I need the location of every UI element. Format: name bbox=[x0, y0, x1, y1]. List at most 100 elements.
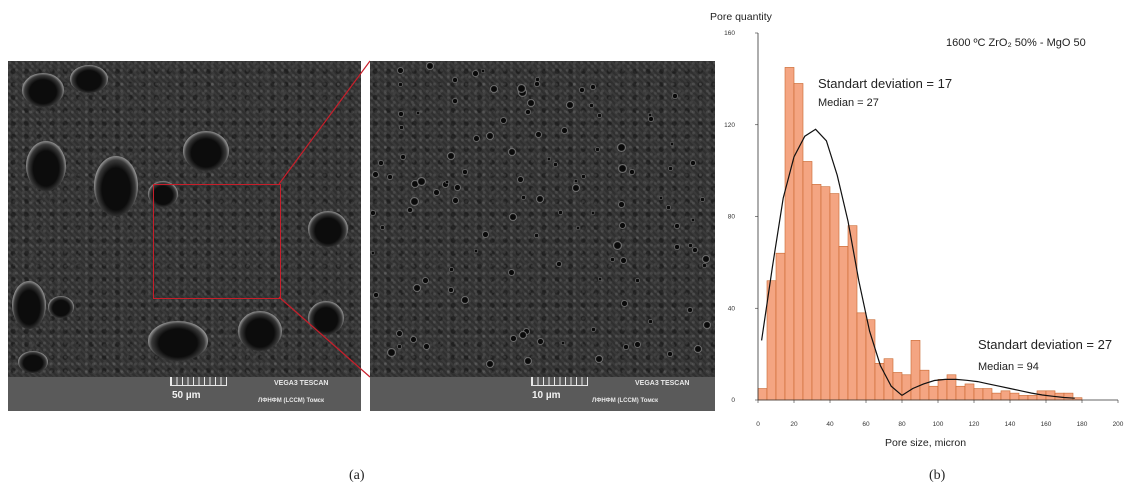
scale-bar bbox=[170, 377, 227, 386]
x-tick-label: 0 bbox=[756, 421, 760, 428]
sem-info-bar: 50 µm VEGA3 TESCAN ЛФНФМ (LCCM) Томск bbox=[8, 377, 361, 411]
pore bbox=[694, 345, 702, 353]
fit-curve bbox=[901, 378, 1075, 399]
pore bbox=[481, 69, 485, 73]
pore bbox=[574, 179, 578, 183]
histogram-bar bbox=[1009, 392, 1020, 401]
pore bbox=[378, 160, 384, 166]
pore bbox=[387, 174, 393, 180]
histogram-bar bbox=[820, 186, 831, 401]
panel-label-b: (b) bbox=[929, 468, 946, 483]
sem-texture bbox=[370, 61, 715, 377]
pore bbox=[558, 210, 563, 215]
pore bbox=[398, 111, 404, 117]
pore bbox=[474, 249, 478, 253]
histogram-bar bbox=[757, 388, 768, 401]
panel-label-a: (a) bbox=[349, 468, 365, 483]
pore bbox=[308, 301, 344, 335]
x-axis-label: Pore size, micron bbox=[885, 437, 966, 449]
pore bbox=[595, 147, 600, 152]
pore bbox=[623, 344, 629, 350]
pore bbox=[537, 338, 544, 345]
pore bbox=[553, 162, 558, 167]
pore bbox=[12, 281, 46, 329]
pore bbox=[413, 284, 421, 292]
scale-bar bbox=[531, 377, 588, 386]
pore bbox=[547, 157, 551, 161]
pore bbox=[94, 156, 138, 216]
zoom-region-box bbox=[153, 184, 281, 299]
pore bbox=[700, 197, 705, 202]
pore bbox=[629, 169, 635, 175]
pore bbox=[238, 311, 282, 351]
pore bbox=[449, 267, 454, 272]
x-tick-label: 80 bbox=[898, 421, 906, 428]
pore bbox=[613, 241, 622, 250]
sem-texture bbox=[8, 61, 361, 377]
fit-curve bbox=[761, 128, 903, 396]
histogram-bar bbox=[802, 161, 813, 401]
pore bbox=[372, 171, 379, 178]
x-tick-label: 100 bbox=[933, 421, 944, 428]
pore bbox=[452, 197, 459, 204]
histogram-bars bbox=[757, 67, 1083, 401]
pore bbox=[410, 197, 419, 206]
pore bbox=[589, 103, 594, 108]
histogram-bar bbox=[982, 388, 993, 401]
sem-image-low-magnification: 50 µm VEGA3 TESCAN ЛФНФМ (LCCM) Томск bbox=[8, 61, 361, 411]
pore bbox=[672, 93, 678, 99]
pore bbox=[70, 65, 108, 93]
histogram-bar bbox=[892, 372, 903, 401]
pore bbox=[536, 195, 544, 203]
histogram-bar bbox=[910, 340, 921, 401]
pore bbox=[373, 292, 379, 298]
pore bbox=[398, 82, 403, 87]
histogram-bar bbox=[1027, 395, 1038, 401]
pore bbox=[690, 160, 696, 166]
pore bbox=[667, 351, 673, 357]
pore bbox=[308, 211, 348, 247]
pore bbox=[617, 143, 626, 152]
pore bbox=[396, 330, 403, 337]
pore bbox=[648, 116, 654, 122]
pore bbox=[423, 343, 430, 350]
pore bbox=[397, 344, 402, 349]
pore bbox=[442, 181, 449, 188]
pore bbox=[527, 99, 535, 107]
y-tick-label: 120 bbox=[724, 122, 735, 129]
chart-title: 1600 ºC ZrO₂ 50% - MgO 50 bbox=[946, 37, 1086, 49]
pore bbox=[566, 101, 574, 109]
sem-image-high-magnification: 10 µm VEGA3 TESCAN ЛФНФМ (LCCM) Томск bbox=[370, 61, 715, 411]
pore bbox=[517, 176, 524, 183]
pore bbox=[561, 127, 568, 134]
pore bbox=[523, 328, 530, 335]
x-tick-label: 120 bbox=[969, 421, 980, 428]
pore bbox=[561, 341, 565, 345]
pore bbox=[426, 62, 434, 70]
x-tick-label: 200 bbox=[1113, 421, 1124, 428]
pore bbox=[572, 184, 580, 192]
x-tick-label: 140 bbox=[1005, 421, 1016, 428]
sem-info-bar: 10 µm VEGA3 TESCAN ЛФНФМ (LCCM) Томск bbox=[370, 377, 715, 411]
pore bbox=[510, 335, 517, 342]
pore bbox=[370, 210, 376, 216]
histogram-bar bbox=[937, 379, 948, 401]
pore bbox=[411, 180, 419, 188]
pore bbox=[22, 73, 64, 107]
pore bbox=[462, 169, 468, 175]
pore bbox=[387, 348, 396, 357]
pore bbox=[668, 166, 673, 171]
pore bbox=[448, 287, 454, 293]
pore bbox=[407, 207, 413, 213]
pore bbox=[397, 67, 404, 74]
pore bbox=[576, 226, 580, 230]
pore bbox=[691, 218, 695, 222]
histogram-bar bbox=[964, 383, 975, 401]
pore bbox=[648, 319, 653, 324]
pore bbox=[692, 247, 698, 253]
histogram-bar bbox=[811, 184, 822, 401]
pore bbox=[447, 152, 455, 160]
histogram-bar bbox=[838, 246, 849, 401]
y-axis-label: Pore quantity bbox=[710, 11, 773, 23]
pore bbox=[508, 269, 515, 276]
